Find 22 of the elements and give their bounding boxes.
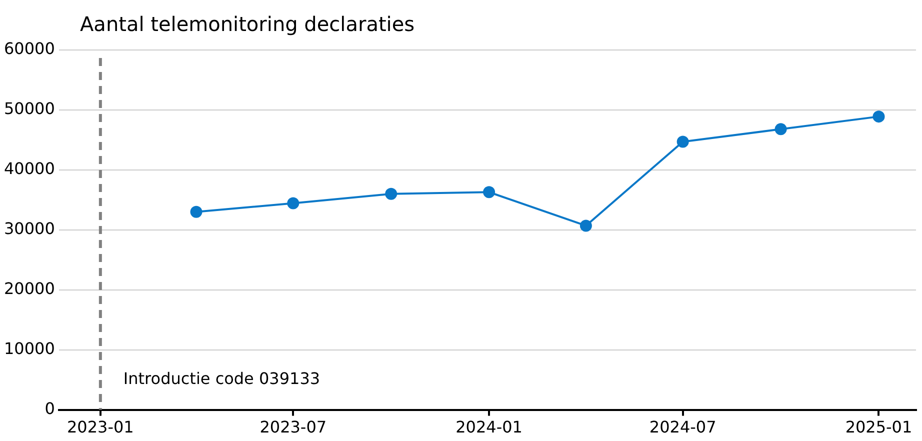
x-tick-label: 2024-01	[456, 418, 522, 437]
ref-line-label: Introductie code 039133	[123, 368, 320, 388]
point	[676, 136, 689, 148]
y-tick-label: 10000	[4, 338, 55, 358]
x-tick-label: 2023-07	[260, 418, 327, 437]
chart-title: Aantal telemonitoring declaraties	[80, 12, 415, 36]
point	[774, 123, 787, 136]
y-tick-label: 20000	[4, 279, 55, 298]
y-tick-label: 60000	[4, 39, 55, 58]
point	[580, 220, 592, 232]
point	[872, 110, 885, 123]
point	[287, 197, 300, 210]
y-tick-label: 50000	[4, 99, 55, 118]
x-tick-label: 2025-01	[845, 418, 912, 437]
y-tick-label: 40000	[4, 159, 55, 178]
point	[483, 186, 496, 198]
x-tick-label: 2023-01	[66, 418, 134, 437]
x-tick-label: 2024-07	[649, 418, 716, 437]
y-tick-label: 0	[44, 398, 55, 418]
point	[385, 188, 398, 200]
point	[190, 206, 202, 218]
y-tick-label: 30000	[4, 219, 55, 238]
